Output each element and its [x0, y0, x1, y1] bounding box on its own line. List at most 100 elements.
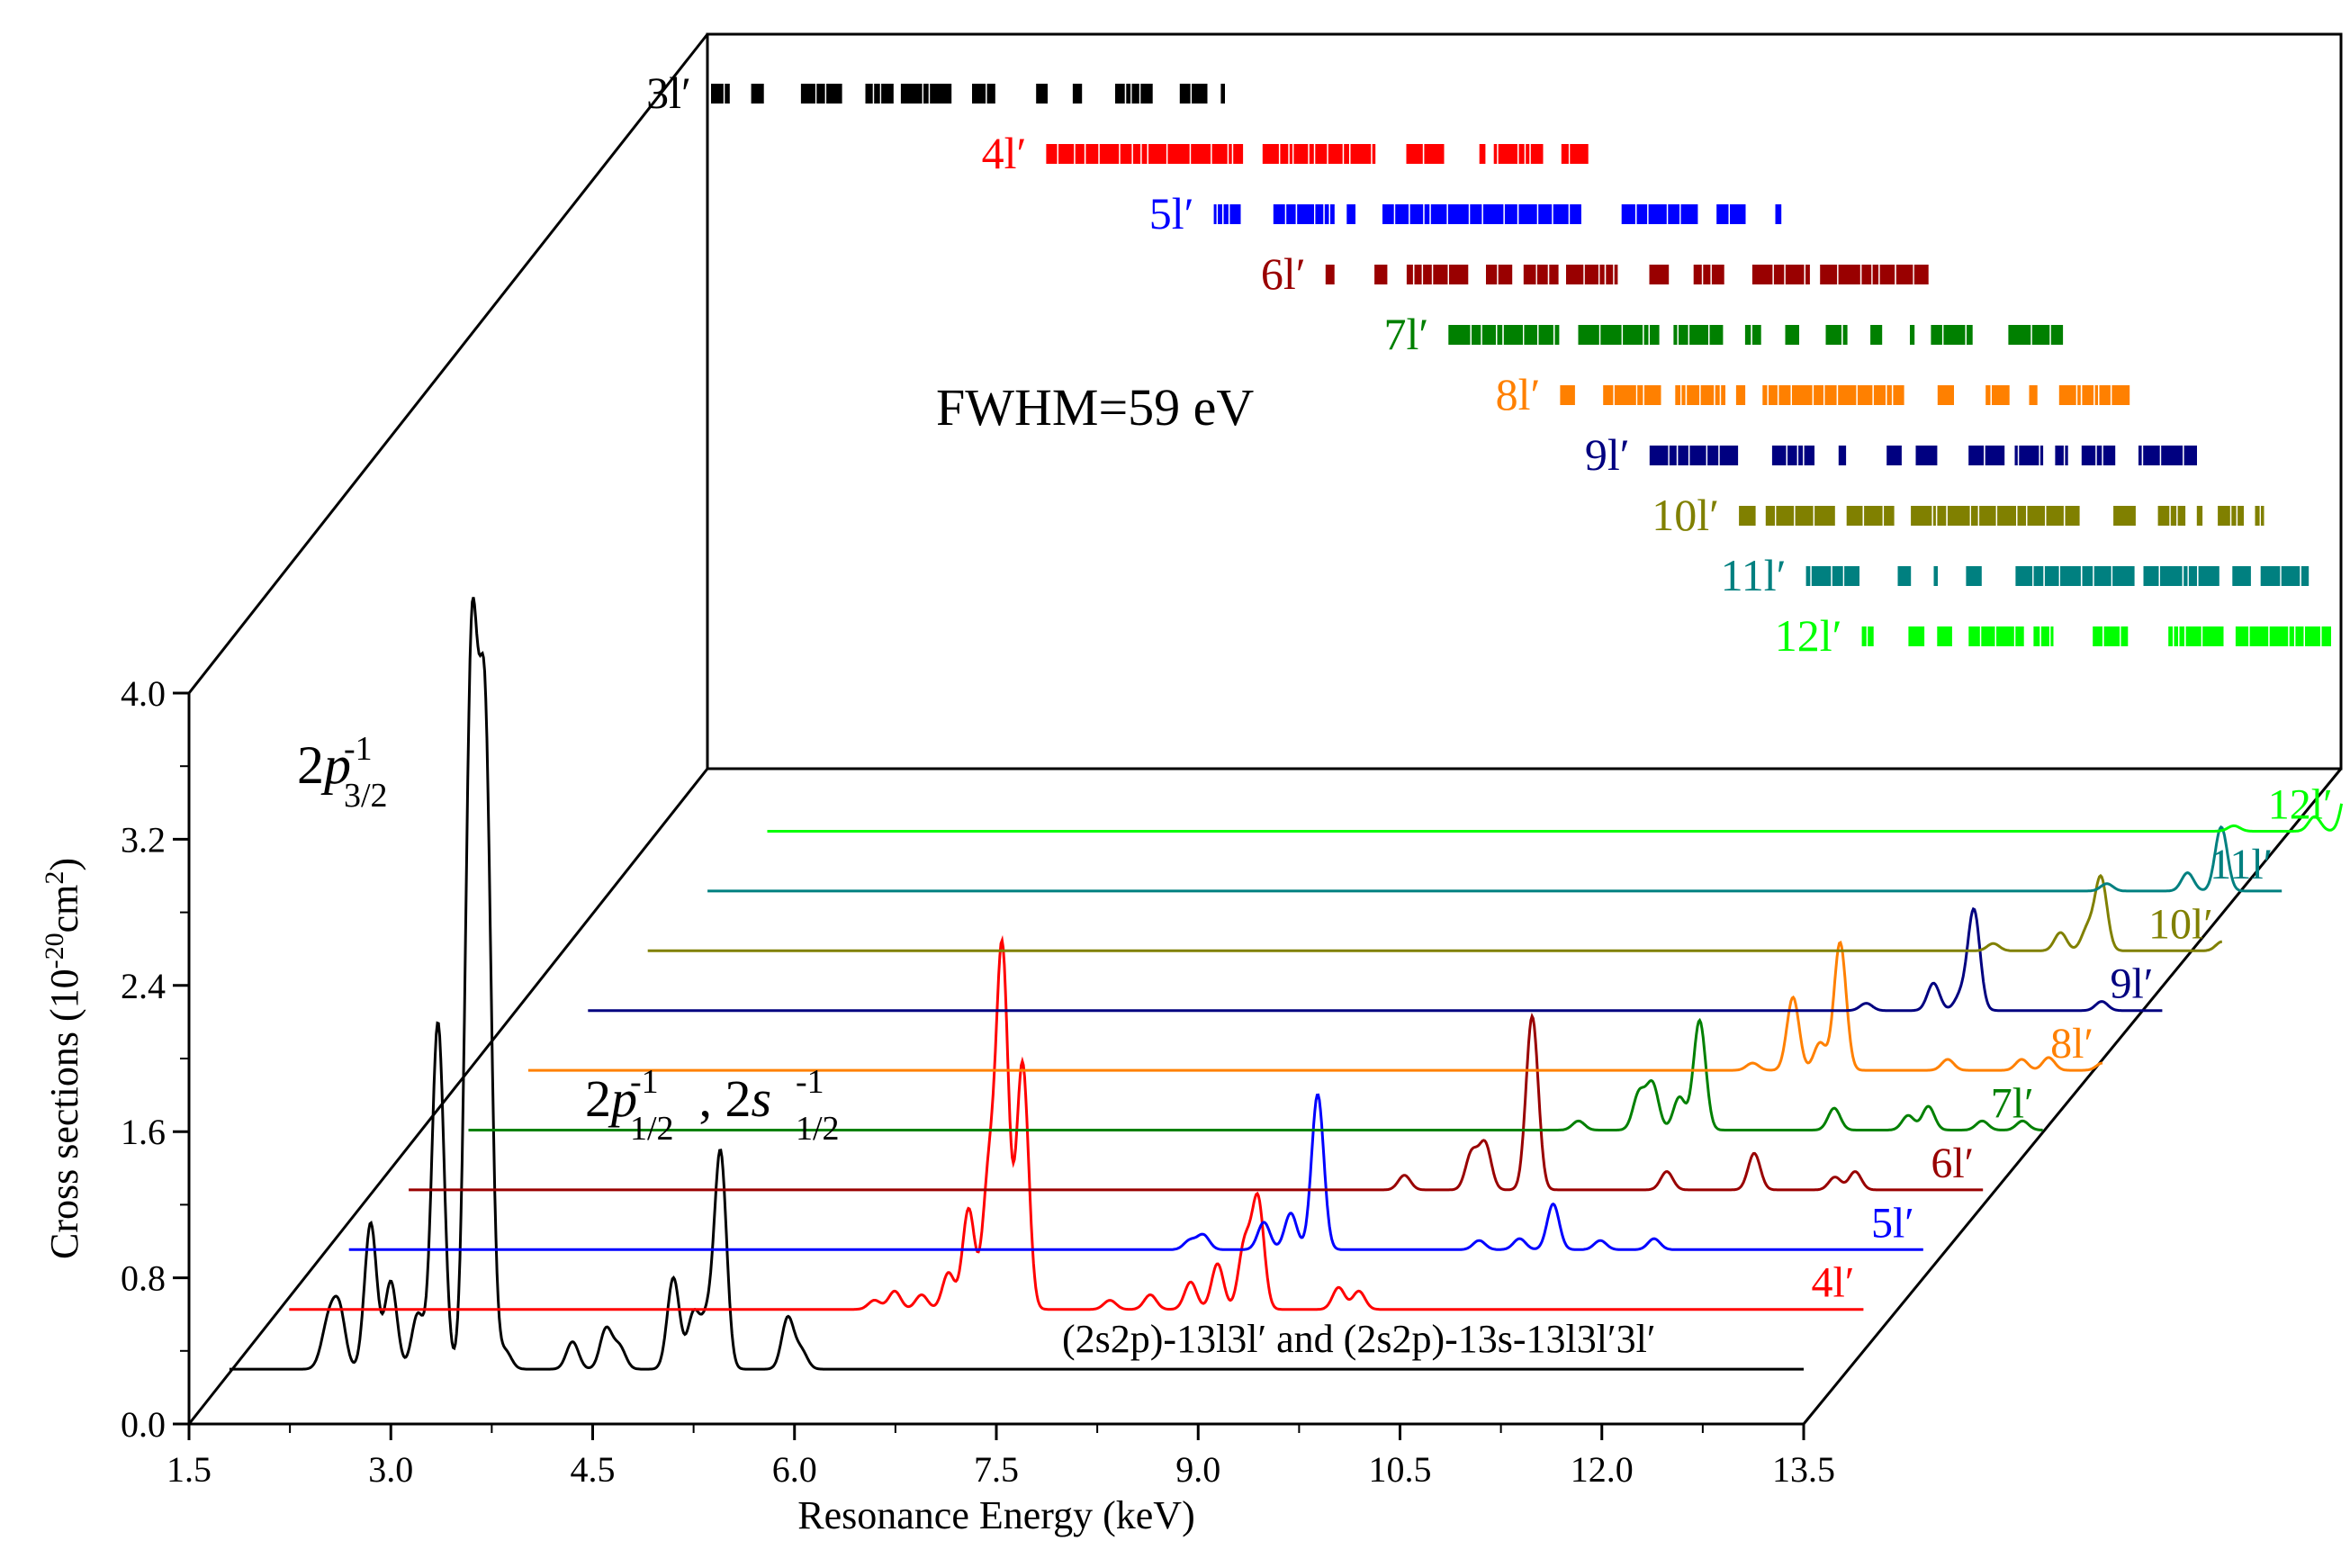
- resonance-bar: [2044, 566, 2059, 586]
- resonance-bar: [1997, 506, 2016, 526]
- resonance-bar: [1374, 265, 1388, 284]
- resonance-bar: [1075, 144, 1085, 164]
- resonance-bar: [2160, 566, 2183, 586]
- resonance-bar: [1350, 144, 1372, 164]
- resonance-bar: [930, 84, 952, 104]
- resonance-bar: [816, 84, 825, 104]
- resonance-bar: [2065, 446, 2068, 465]
- resonance-bar: [2179, 626, 2184, 646]
- resonance-bar: [1798, 446, 1804, 465]
- resonance-bar: [1518, 204, 1537, 224]
- resonance-bar: [1778, 385, 1791, 405]
- resonance-bar: [1273, 204, 1285, 224]
- resonance-bar: [1897, 566, 1912, 586]
- resonance-bar: [1447, 204, 1469, 224]
- resonance-bar: [1675, 385, 1680, 405]
- resonance-bar: [1787, 446, 1797, 465]
- resonance-bar: [1115, 84, 1125, 104]
- resonance-bar: [1681, 385, 1686, 405]
- spectrum-line-5: [348, 1093, 1923, 1251]
- resonance-bar: [1711, 265, 1724, 284]
- resonance-bar: [2260, 566, 2281, 586]
- resonance-bar: [1233, 144, 1244, 164]
- resonance-bar: [1315, 144, 1328, 164]
- resonance-bar: [2103, 626, 2120, 646]
- resonance-bar: [1700, 385, 1715, 405]
- series-label: 5l′: [1871, 1199, 1914, 1247]
- resonance-bar: [2050, 325, 2064, 345]
- spectrum-line-6: [409, 1013, 1984, 1192]
- resonance-bar: [1141, 144, 1148, 164]
- resonance-bar: [1424, 144, 1445, 164]
- resonance-bar: [1943, 325, 1966, 345]
- y-tick-label: 0.0: [121, 1404, 166, 1445]
- y-tick-label: 4.0: [121, 673, 166, 714]
- resonance-bar: [2040, 626, 2049, 646]
- resonance-bar: [2014, 446, 2018, 465]
- resonance-bar: [1765, 506, 1775, 526]
- bottom-series-description: (2s2p)-13l3l′ and (2s2p)-13s-13l3l′3l′: [1062, 1317, 1655, 1361]
- resonance-bar: [1673, 325, 1678, 345]
- resonance-bar: [1911, 506, 1932, 526]
- resonance-bar: [1776, 506, 1795, 526]
- resonance-bar: [1482, 204, 1504, 224]
- resonance-bar: [2174, 626, 2178, 646]
- resonance-bar: [1293, 144, 1309, 164]
- resonance-bar: [1046, 144, 1058, 164]
- series-label: 7l′: [1991, 1080, 2034, 1128]
- bar-series-label: 12l′: [1775, 610, 1842, 661]
- resonance-bar: [1985, 385, 1991, 405]
- resonance-bar: [1915, 446, 1938, 465]
- y-tick-label: 1.6: [121, 1112, 166, 1152]
- resonance-bar: [1085, 144, 1099, 164]
- resonance-bar: [1530, 144, 1544, 164]
- resonance-bar: [1857, 385, 1873, 405]
- resonance-bar: [1218, 204, 1222, 224]
- resonance-bar: [2015, 566, 2033, 586]
- resonance-bar: [1643, 325, 1649, 345]
- resonance-bar: [2055, 446, 2064, 465]
- resonance-bar: [1785, 265, 1805, 284]
- resonance-bar: [1971, 506, 1978, 526]
- resonance-bar: [2093, 626, 2102, 646]
- resonance-bar: [1908, 626, 1925, 646]
- resonance-bar: [2177, 506, 2186, 526]
- resonance-bar: [2188, 566, 2197, 586]
- resonance-bar: [1481, 325, 1496, 345]
- resonance-bar: [2008, 325, 2031, 345]
- resonance-bar: [900, 84, 923, 104]
- spectrum-line-12: [767, 803, 2344, 833]
- resonance-bar: [1637, 385, 1643, 405]
- resonance-bar: [1715, 385, 1720, 405]
- resonance-bar: [1872, 265, 1879, 284]
- resonance-bar: [1814, 385, 1823, 405]
- resonance-bar: [1395, 204, 1409, 224]
- resonance-bar: [1864, 506, 1883, 526]
- series-label: 9l′: [2111, 960, 2154, 1008]
- resonance-bar: [1606, 265, 1614, 284]
- resonance-bar: [1229, 144, 1232, 164]
- resonance-bar: [1309, 144, 1314, 164]
- resonance-bar: [881, 84, 894, 104]
- resonance-bar: [1785, 325, 1799, 345]
- resonance-bar: [1229, 204, 1241, 224]
- resonance-bar: [2019, 446, 2039, 465]
- resonance-bar: [2237, 506, 2244, 526]
- resonance-bar: [1448, 325, 1471, 345]
- resonance-bar: [1211, 144, 1228, 164]
- resonance-bar: [1730, 204, 1746, 224]
- resonance-bar: [1804, 446, 1814, 465]
- x-axis-ticks: 1.5 3.0 4.5 6.0 7.5 9.0 10.5 12.0 13.5: [167, 1424, 1835, 1490]
- resonance-bar: [1493, 144, 1498, 164]
- resonance-bar: [1678, 446, 1688, 465]
- resonance-bar: [2305, 626, 2320, 646]
- resonance-bar: [800, 84, 815, 104]
- resonance-bar: [1578, 325, 1599, 345]
- resonance-bar: [1762, 385, 1768, 405]
- resonance-bar: [1773, 265, 1785, 284]
- series-label: 8l′: [2050, 1020, 2093, 1068]
- resonance-bar: [2082, 566, 2093, 586]
- resonance-bar: [2058, 385, 2076, 405]
- resonance-bar: [1703, 265, 1711, 284]
- resonance-bar: [1775, 204, 1782, 224]
